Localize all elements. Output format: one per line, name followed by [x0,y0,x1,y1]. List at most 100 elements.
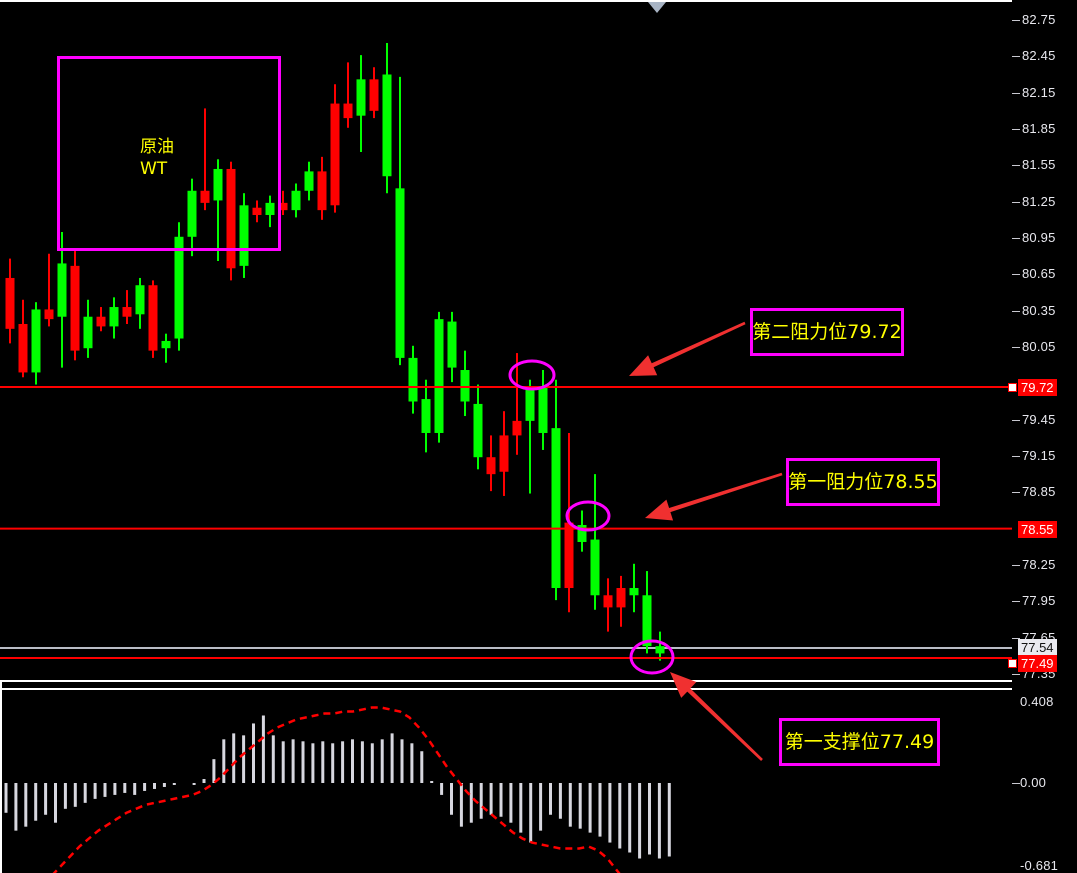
candle-body [135,285,145,315]
axis-tick [1012,201,1020,203]
candle-body [551,428,561,589]
annotation-label: 第一支撑位77.49 [784,730,935,753]
macd-histogram [4,715,671,859]
candle-body [577,525,587,542]
candle-body [317,171,327,211]
candle-body [44,309,54,320]
price-badge-77-49[interactable]: 77.49 [1018,655,1057,673]
price-chart-canvas[interactable] [0,0,1012,873]
candle-body [83,316,93,349]
candle-body [70,265,80,351]
first-support-note: 第一支撑位77.49 [779,718,940,766]
candle-body [603,595,613,608]
candle-body [486,457,496,475]
macd-axis-tick-label: 0.00 [1020,775,1047,790]
instrument-title-label: 原油 WT [140,137,174,179]
candle-body [252,207,262,215]
candle-body [239,205,249,266]
candle-body [434,319,444,433]
axis-tick [1012,20,1020,21]
axis-tick-label: 80.05 [1022,339,1056,354]
annotation-label: 第一阻力位78.55 [788,470,938,493]
candle-body [382,74,392,177]
axis-tick [1012,347,1020,348]
candle-body [564,522,574,589]
candle-body [174,236,184,339]
candle-body [473,403,483,458]
resistance-2-touch[interactable] [508,359,556,391]
price-chart-panel[interactable] [0,0,1012,873]
candle-body [655,646,665,654]
candle-body [330,103,340,206]
price-badge-79-72[interactable]: 79.72 [1018,378,1057,396]
candle-body [291,190,301,211]
axis-tick [1012,238,1020,239]
macd-axis-tick-label: 0.408 [1020,694,1054,709]
candle-body [226,168,236,269]
axis-tick-label: 80.95 [1022,230,1056,245]
macd-axis-tick-label: -0.681 [1020,858,1059,873]
candle-body [369,79,379,111]
resistance-1-touch[interactable] [565,500,611,532]
axis-tick-label: 77.95 [1022,593,1056,609]
candle-body [57,263,67,317]
axis-tick [1012,274,1020,276]
candle-body [122,307,132,317]
annotation-label: 第二阻力位79.72 [752,320,902,343]
macd-signal-line [52,706,621,873]
candle-body [5,277,15,329]
axis-tick-label: 78.85 [1022,484,1056,500]
candle-body [512,420,522,436]
price-line-handle[interactable] [1008,382,1017,392]
candle-body [343,103,353,119]
axis-tick-label: 82.45 [1022,48,1056,64]
axis-tick [1012,565,1020,566]
axis-tick-label: 79.15 [1022,448,1056,463]
candle-body [395,188,405,358]
macd-axis-tick [1012,783,1020,784]
candle-body [408,357,418,402]
candle-body [616,588,626,608]
axis-tick-label: 82.15 [1022,84,1056,100]
candle-body [31,309,41,373]
candle-body [629,588,639,596]
arrow-to-first-support [670,672,763,761]
candle-body [161,340,171,349]
price-line-handle[interactable] [1008,659,1017,669]
candle-body [213,168,223,201]
support-1-touch[interactable] [629,639,675,675]
axis-tick-label: 81.25 [1022,193,1056,209]
axis-tick [1012,492,1020,494]
axis-tick-label: 80.65 [1022,266,1056,282]
crosshair-marker[interactable] [648,2,666,13]
axis-tick-label: 80.35 [1022,302,1056,318]
candle-body [356,79,366,116]
candle-body [447,321,457,368]
instrument-title-box [57,56,281,251]
axis-tick-label: 79.45 [1022,411,1056,427]
price-badge-77-54[interactable]: 77.54 [1018,638,1057,656]
candle-body [200,190,210,203]
axis-tick-label: 81.85 [1022,121,1056,136]
axis-tick-label: 82.75 [1022,12,1056,27]
axis-tick [1012,674,1020,675]
candle-series [5,43,665,661]
candle-body [421,399,431,433]
arrow-to-second-resistance [629,321,746,376]
axis-tick-label: 81.55 [1022,157,1056,173]
candle-body [642,595,652,647]
candle-body [96,316,106,327]
price-axis[interactable]: 82.75 82.45 82.15 81.85 81.55 81.25 80.95 80.65… [1008,0,1077,873]
axis-tick-label: 78.25 [1022,557,1056,572]
candle-body [265,202,275,215]
candle-body [460,370,470,402]
candle-body [499,435,509,472]
axis-tick [1012,456,1020,457]
axis-tick [1012,56,1020,58]
axis-tick [1012,601,1020,603]
axis-tick [1012,310,1020,312]
price-badge-78-55[interactable]: 78.55 [1018,520,1057,538]
axis-tick [1012,92,1020,94]
axis-tick [1012,637,1020,639]
